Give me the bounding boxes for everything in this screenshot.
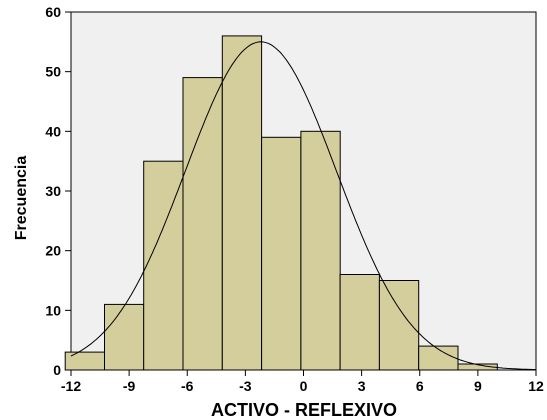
y-tick-label-0: 0 [53,362,61,378]
bar-1 [104,303,145,371]
x-tick-label-0: -12 [61,378,81,394]
bars-group [64,35,498,371]
x-tick-label-5: 3 [358,378,366,394]
y-axis-title: Frecuencia [13,156,30,241]
x-tick-label-2: -6 [181,378,194,394]
y-tick-label-3: 30 [45,183,61,199]
y-tick-label-2: 20 [45,243,61,259]
bar-8 [378,280,420,371]
x-tick-label-1: -9 [123,378,136,394]
y-tick-label-5: 50 [45,64,61,80]
bar-5 [261,136,302,371]
bar-3 [182,77,223,371]
y-tick-label-6: 60 [45,4,61,20]
x-tick-label-3: -3 [239,378,252,394]
x-tick-label-8: 12 [528,378,544,394]
normal-curve [70,41,537,371]
x-axis-title: ACTIVO - REFLEXIVO [211,400,397,420]
bar-6 [300,130,341,371]
x-tick-label-7: 9 [474,378,482,394]
x-axis: -12 -9 -6 -3 0 3 6 9 12 [61,370,544,394]
y-axis: 0 10 20 30 40 50 60 [45,4,71,378]
x-tick-label-4: 0 [300,378,308,394]
bar-4 [221,35,263,371]
bar-2 [143,160,184,371]
bar-9 [418,345,459,371]
bar-7 [339,274,380,371]
x-tick-label-6: 6 [416,378,424,394]
y-tick-label-4: 40 [45,123,61,139]
y-tick-label-1: 10 [45,302,61,318]
bar-0 [64,351,105,371]
